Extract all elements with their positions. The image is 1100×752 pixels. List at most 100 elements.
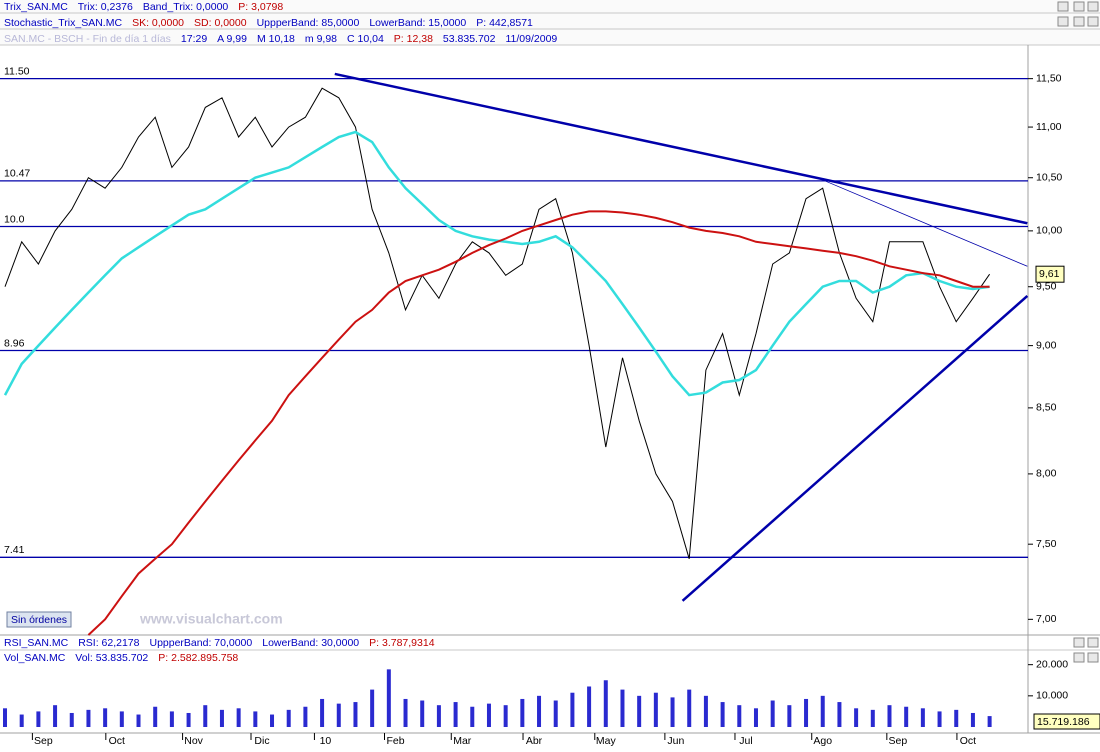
volume-bar [119,711,124,727]
minimize-button[interactable] [1057,16,1069,27]
header-field: RSI_SAN.MC [4,637,69,649]
volume-bar [353,702,358,727]
volume-bar [553,700,558,727]
volume-bar [687,689,692,727]
x-tick-label: Ago [813,735,832,747]
volume-bar [737,705,742,727]
header-field: LowerBand: 30,0000 [262,637,359,649]
header-field: m 9,98 [305,33,337,45]
close-button[interactable] [1087,1,1099,12]
volume-bar [486,703,491,727]
volume-bar [336,703,341,727]
volume-bar [19,714,24,727]
orders-button[interactable] [6,611,72,628]
volume-bar [420,700,425,727]
volume-bar [937,711,942,727]
volume-bar [253,711,258,727]
volume-bar [86,709,91,727]
x-tick-label: 10 [320,735,332,747]
volume-bar [954,709,959,727]
volume-bar [637,695,642,727]
volume-bar [169,711,174,727]
watermark: www.visualchart.com [139,611,283,627]
header-field: Vol_SAN.MC [4,652,66,664]
maximize-button[interactable] [1073,16,1085,27]
header-field: Band_Trix: 0,0000 [143,1,229,13]
header-field: M 10,18 [257,33,295,45]
header-field: 53.835.702 [443,33,496,45]
y-tick-label: 10,50 [1036,172,1062,184]
y-tick-label: 11,50 [1036,72,1062,84]
volume-bar [136,714,141,727]
close-button[interactable] [1087,637,1099,648]
volume-bar [303,706,308,727]
volume-bar [370,689,375,727]
volume-bar [403,698,408,727]
volume-bar [804,698,809,727]
volume-bar [36,711,41,727]
volume-bar [854,708,859,727]
level-label: 10.0 [4,213,25,225]
volume-bar [286,709,291,727]
minimize-button[interactable] [1057,1,1069,12]
volume-bar [653,692,658,727]
volume-bar [386,669,391,727]
volume-bar [186,712,191,727]
header-field: Trix_SAN.MC [4,1,68,13]
header-field: UppperBand: 85,0000 [257,17,360,29]
header-field: Stochastic_Trix_SAN.MC [4,17,122,29]
volume-bar [537,695,542,727]
volume-bar [620,689,625,727]
volume-bar [670,697,675,727]
close-button[interactable] [1087,16,1099,27]
x-tick-label: Jun [667,735,684,747]
volume-marker-label: 15.719.186 [1037,716,1090,728]
level-label: 8.96 [4,337,25,349]
orders-button-label[interactable]: Sin órdenes [11,614,67,626]
volume-bar [520,698,525,727]
header-field: SK: 0,0000 [132,17,184,29]
volume-bar [603,680,608,727]
header-field: SAN.MC - BSCH - Fin de día 1 días [4,33,171,45]
maximize-button[interactable] [1073,1,1085,12]
level-label: 10.47 [4,168,30,180]
header-field: A 9,99 [217,33,247,45]
maximize-button[interactable] [1073,637,1085,648]
trend-line [681,295,1029,602]
y-tick-label: 7,00 [1036,613,1057,625]
price-line [3,130,990,397]
header-field: SD: 0,0000 [194,17,247,29]
y-tick-label: 9,50 [1036,281,1057,293]
volume-bar [503,705,508,727]
x-tick-label: Feb [386,735,404,747]
price-line [87,210,990,636]
x-tick-label: Sep [888,735,907,747]
volume-bar [820,695,825,727]
x-tick-label: Mar [453,735,472,747]
header-field: P: 12,38 [394,33,433,45]
header-field: 17:29 [181,33,207,45]
y-tick-label: 9,00 [1036,339,1057,351]
close-button[interactable] [1087,652,1099,663]
x-tick-label: Jul [739,735,752,747]
window-buttons [1057,1,1099,663]
header-field: C 10,04 [347,33,384,45]
x-tick-label: Oct [109,735,125,747]
price-line [4,87,991,559]
x-tick-label: Sep [34,735,53,747]
volume-bar [870,709,875,727]
volume-bar [753,708,758,727]
maximize-button[interactable] [1073,652,1085,663]
level-label: 7.41 [4,544,25,556]
price-marker [1035,265,1065,283]
volume-bar [270,714,275,727]
header-field: LowerBand: 15,0000 [369,17,466,29]
volume-bar [904,706,909,727]
volume-bar [787,705,792,727]
volume-bar [436,705,441,727]
volume-bar [920,708,925,727]
y-tick-label: 8,50 [1036,402,1057,414]
volume-bar [837,702,842,727]
volume-bar [703,695,708,727]
